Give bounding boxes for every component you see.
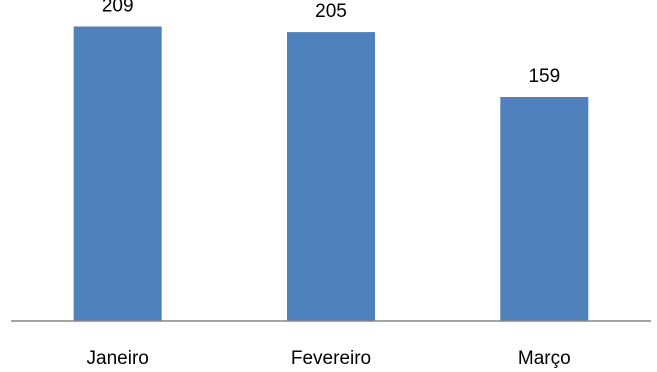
value-label-fevereiro: 205 [315,1,347,22]
x-tick-label-março: Março [518,348,571,369]
bar-fevereiro [287,32,375,321]
x-tick-label-fevereiro: Fevereiro [291,348,371,369]
bars-group [73,26,589,321]
value-label-março: 159 [528,66,560,87]
x-tick-label-janeiro: Janeiro [87,348,149,369]
bar-março [500,97,589,321]
value-labels-group: 209 205 159 [102,0,560,87]
value-label-janeiro: 209 [102,0,134,17]
x-tick-labels-group: Janeiro Fevereiro Março [87,348,571,369]
bar-janeiro [73,26,162,321]
